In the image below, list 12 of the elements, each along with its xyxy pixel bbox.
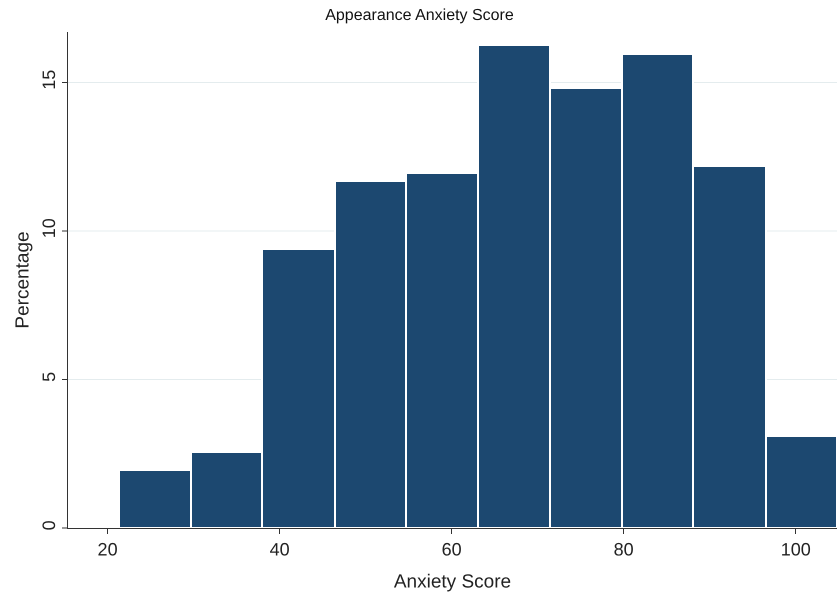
x-tick-label: 100 <box>780 540 811 560</box>
x-tick-label: 80 <box>614 540 634 560</box>
y-tick-label: 10 <box>38 218 59 238</box>
y-tick-label: 15 <box>38 70 59 90</box>
x-axis-title: Anxiety Score <box>394 571 512 592</box>
y-axis-title: Percentage <box>12 231 34 329</box>
y-tick-label: 0 <box>38 520 59 530</box>
chart-title: Appearance Anxiety Score <box>325 7 514 24</box>
x-tick-label: 20 <box>98 540 118 560</box>
y-tick-label: 5 <box>38 372 59 382</box>
x-tick-label: 40 <box>270 540 290 560</box>
x-tick-label: 60 <box>442 540 462 560</box>
